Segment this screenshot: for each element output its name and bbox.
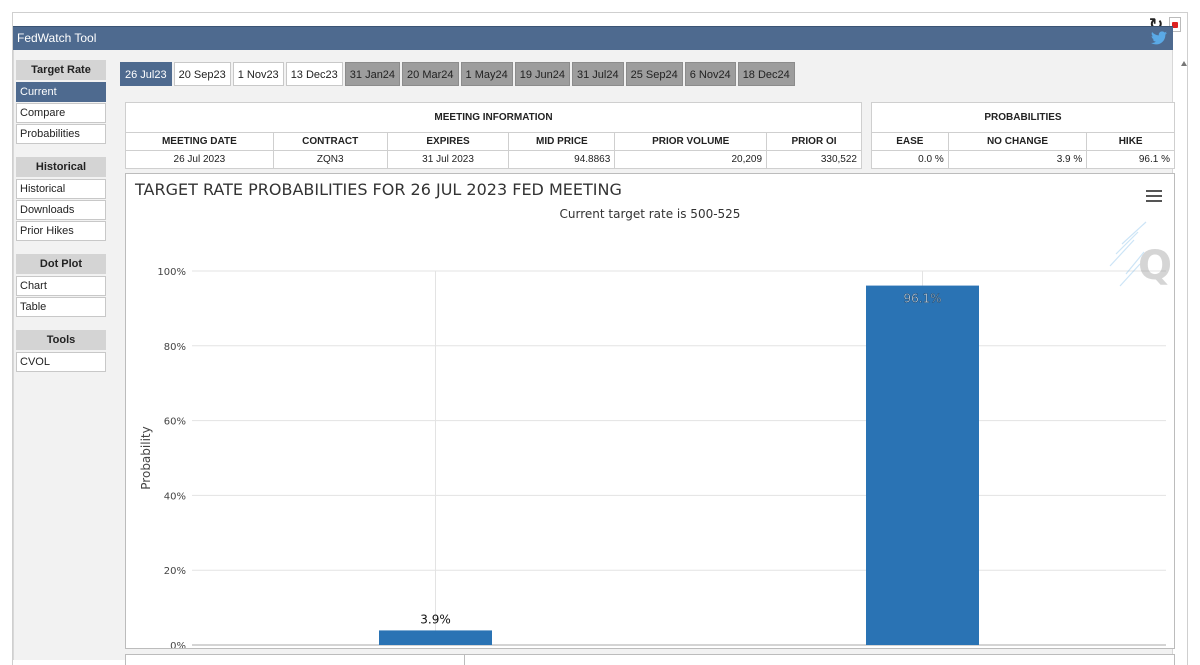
sidebar-item-compare[interactable]: Compare — [16, 103, 106, 123]
sidebar-item-current[interactable]: Current — [16, 82, 106, 102]
bar-525-550 — [866, 285, 979, 645]
meeting-info-value-5: 330,522 — [766, 150, 862, 169]
sidebar-item-historical[interactable]: Historical — [16, 179, 106, 199]
probability-value-2: 96.1 % — [1086, 150, 1175, 169]
sidebar-item-table[interactable]: Table — [16, 297, 106, 317]
app-title: FedWatch Tool — [17, 31, 97, 45]
bottom-panel — [125, 654, 1175, 665]
meeting-info-header-2: EXPIRES — [386, 132, 510, 151]
tab-20-mar24[interactable]: 20 Mar24 — [402, 62, 459, 86]
tab-13-dec23[interactable]: 13 Dec23 — [285, 62, 343, 86]
q-logo-icon: Q — [1109, 221, 1172, 289]
y-tick-label: 60% — [164, 417, 186, 428]
y-tick-label: 0% — [170, 641, 186, 648]
sidebar: Target Rate Current Compare Probabilities Hi… — [16, 60, 106, 373]
meeting-info-table: MEETING INFORMATION MEETING DATE CONTRACT… — [125, 102, 862, 169]
chart-container: TARGET RATE PROBABILITIES FOR 26 JUL 202… — [125, 173, 1175, 665]
meeting-info-header-3: MID PRICE — [508, 132, 616, 151]
meeting-info-header-1: CONTRACT — [272, 132, 388, 151]
meeting-info-header-0: MEETING DATE — [125, 132, 274, 151]
main-panel: Target Rate Current Compare Probabilities Hi… — [13, 50, 1175, 665]
tab-19-jun24[interactable]: 19 Jun24 — [514, 62, 570, 86]
tab-1-may24[interactable]: 1 May24 — [460, 62, 513, 86]
meeting-info-value-4: 20,209 — [614, 150, 768, 169]
y-tick-label: 40% — [164, 491, 186, 502]
sidebar-section-tools: Tools — [16, 330, 106, 350]
tab-6-nov24[interactable]: 6 Nov24 — [684, 62, 736, 86]
app-header: FedWatch Tool — [13, 26, 1173, 50]
twitter-icon[interactable] — [1151, 31, 1167, 45]
sidebar-item-prior-hikes[interactable]: Prior Hikes — [16, 221, 106, 241]
meeting-info-value-2: 31 Jul 2023 — [386, 150, 510, 169]
meeting-info-caption: MEETING INFORMATION — [125, 102, 862, 133]
probabilities-caption: PROBABILITIES — [871, 102, 1175, 133]
data-label-500-525: 3.9% — [420, 612, 451, 626]
data-label-525-550: 96.1% — [903, 292, 941, 306]
probability-header-1: NO CHANGE — [947, 132, 1088, 151]
tab-26-jul23[interactable]: 26 Jul23 — [120, 62, 172, 86]
sidebar-item-chart[interactable]: Chart — [16, 276, 106, 296]
probability-value-1: 3.9 % — [947, 150, 1088, 169]
scrollbar[interactable] — [1180, 60, 1188, 660]
y-tick-label: 100% — [157, 267, 186, 278]
svg-text:Q: Q — [1138, 243, 1172, 289]
tab-31-jul24[interactable]: 31 Jul24 — [572, 62, 624, 86]
bar-500-525 — [379, 630, 492, 645]
y-axis-label: Probability — [139, 426, 153, 489]
tab-25-sep24[interactable]: 25 Sep24 — [625, 62, 683, 86]
meeting-info-value-0: 26 Jul 2023 — [125, 150, 274, 169]
probability-header-0: EASE — [871, 132, 949, 151]
meeting-info-header-5: PRIOR OI — [766, 132, 862, 151]
tab-1-nov23[interactable]: 1 Nov23 — [232, 62, 284, 86]
sidebar-section-target-rate: Target Rate — [16, 60, 106, 80]
tab-31-jan24[interactable]: 31 Jan24 — [344, 62, 401, 86]
probabilities-table: PROBABILITIES EASE NO CHANGE HIKE 0.0 % 3.9… — [871, 102, 1175, 169]
y-tick-label: 20% — [164, 566, 186, 577]
sidebar-item-downloads[interactable]: Downloads — [16, 200, 106, 220]
chart-subtitle: Current target rate is 500-525 — [560, 207, 741, 221]
meeting-info-value-3: 94.8863 — [508, 150, 616, 169]
tab-20-sep23[interactable]: 20 Sep23 — [173, 62, 231, 86]
meeting-info-header-4: PRIOR VOLUME — [614, 132, 768, 151]
probability-header-2: HIKE — [1086, 132, 1175, 151]
probability-value-0: 0.0 % — [871, 150, 949, 169]
hamburger-menu-icon[interactable] — [1146, 190, 1162, 202]
meeting-info-value-1: ZQN3 — [272, 150, 388, 169]
probability-chart: TARGET RATE PROBABILITIES FOR 26 JUL 202… — [134, 180, 1172, 665]
sidebar-section-dot-plot: Dot Plot — [16, 254, 106, 274]
y-tick-label: 80% — [164, 342, 186, 353]
chart-title: TARGET RATE PROBABILITIES FOR 26 JUL 202… — [134, 180, 622, 199]
sidebar-item-cvol[interactable]: CVOL — [16, 352, 106, 372]
meeting-tabs: 26 Jul23 20 Sep23 1 Nov23 13 Dec23 31 Jan24 2… — [120, 62, 795, 86]
tab-18-dec24[interactable]: 18 Dec24 — [737, 62, 795, 86]
sidebar-section-historical: Historical — [16, 157, 106, 177]
sidebar-item-probabilities[interactable]: Probabilities — [16, 124, 106, 144]
